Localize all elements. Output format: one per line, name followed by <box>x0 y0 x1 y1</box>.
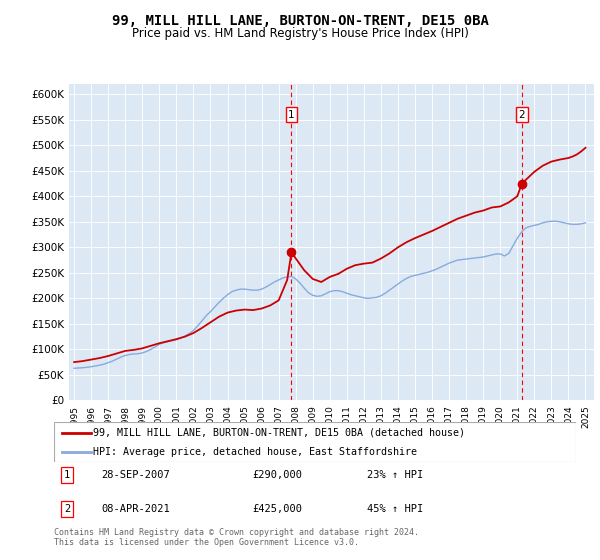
Text: 2: 2 <box>518 110 525 120</box>
Text: 45% ↑ HPI: 45% ↑ HPI <box>367 504 424 514</box>
Text: 99, MILL HILL LANE, BURTON-ON-TRENT, DE15 0BA: 99, MILL HILL LANE, BURTON-ON-TRENT, DE1… <box>112 14 488 28</box>
Text: 99, MILL HILL LANE, BURTON-ON-TRENT, DE15 0BA (detached house): 99, MILL HILL LANE, BURTON-ON-TRENT, DE1… <box>93 428 465 438</box>
Text: 1: 1 <box>64 470 70 480</box>
Text: Contains HM Land Registry data © Crown copyright and database right 2024.
This d: Contains HM Land Registry data © Crown c… <box>54 528 419 548</box>
Text: HPI: Average price, detached house, East Staffordshire: HPI: Average price, detached house, East… <box>93 447 417 457</box>
Text: Price paid vs. HM Land Registry's House Price Index (HPI): Price paid vs. HM Land Registry's House … <box>131 27 469 40</box>
Text: £425,000: £425,000 <box>253 504 302 514</box>
Text: 1: 1 <box>288 110 295 120</box>
Text: £290,000: £290,000 <box>253 470 302 480</box>
Text: 23% ↑ HPI: 23% ↑ HPI <box>367 470 424 480</box>
Text: 2: 2 <box>64 504 70 514</box>
Text: 08-APR-2021: 08-APR-2021 <box>101 504 170 514</box>
Text: 28-SEP-2007: 28-SEP-2007 <box>101 470 170 480</box>
